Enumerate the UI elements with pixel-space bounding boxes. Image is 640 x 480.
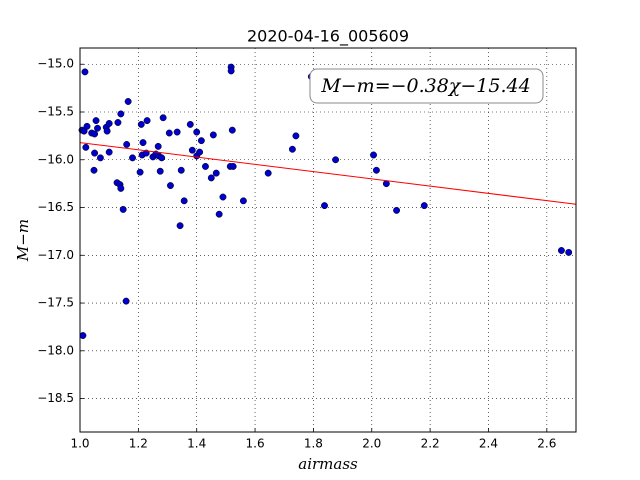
data-point: [83, 122, 91, 130]
data-point: [166, 182, 174, 190]
y-tick-label: −17.0: [37, 248, 74, 262]
chart-title: 2020-04-16_005609: [247, 27, 409, 47]
data-point: [105, 120, 113, 127]
data-point: [96, 154, 104, 162]
y-tick-label: −18.5: [37, 391, 74, 405]
data-point: [180, 197, 188, 205]
data-point: [393, 206, 401, 214]
data-point: [321, 202, 328, 210]
data-point: [177, 166, 185, 174]
data-point: [209, 131, 217, 139]
data-point: [94, 124, 101, 132]
data-point: [186, 120, 194, 128]
data-point: [92, 117, 100, 125]
data-point: [215, 210, 223, 218]
x-tick-label: 2.6: [537, 437, 556, 451]
data-point: [124, 98, 132, 105]
data-point: [202, 162, 209, 170]
data-point: [420, 202, 428, 210]
data-point: [229, 162, 237, 170]
data-point: [79, 332, 87, 339]
x-tick-label: 1.6: [246, 437, 265, 451]
data-point: [119, 205, 127, 213]
x-tick-label: 1.2: [129, 437, 148, 451]
data-point: [137, 120, 145, 128]
y-axis-label: M−m: [14, 219, 32, 262]
x-tick-label: 1.8: [304, 437, 323, 451]
data-point: [82, 143, 90, 151]
data-point: [219, 193, 227, 201]
data-point: [103, 127, 111, 135]
data-point: [292, 132, 300, 140]
y-tick-label: −17.5: [37, 296, 74, 310]
annotation-box: [309, 68, 544, 104]
x-tick-label: 1.0: [70, 437, 89, 451]
data-point: [91, 130, 99, 138]
data-point: [136, 168, 144, 176]
data-point: [288, 145, 296, 153]
data-point: [228, 126, 236, 134]
data-point: [90, 166, 98, 174]
data-point: [117, 184, 125, 192]
data-point: [91, 149, 99, 157]
annotation: M−m=−0.38χ−15.44: [320, 75, 530, 97]
data-point: [122, 297, 130, 305]
x-axis-label: airmass: [298, 455, 358, 473]
data-point: [117, 110, 125, 118]
x-tick-label: 2.4: [479, 437, 498, 451]
data-point: [139, 139, 147, 147]
data-point: [165, 129, 173, 137]
data-point: [207, 174, 215, 182]
x-tick-label: 2.0: [362, 437, 381, 451]
data-point: [557, 247, 565, 254]
data-point: [239, 197, 247, 205]
data-point: [156, 167, 164, 175]
y-tick-label: −15.5: [37, 105, 74, 119]
data-point: [173, 128, 181, 136]
data-point: [212, 169, 220, 177]
x-tick-label: 2.2: [421, 437, 440, 451]
y-tick-label: −18.0: [37, 343, 74, 357]
data-point: [105, 148, 113, 156]
data-point: [143, 117, 151, 125]
data-point: [188, 146, 196, 154]
data-point: [123, 141, 131, 148]
data-point: [154, 142, 162, 150]
data-point: [159, 114, 167, 122]
y-tick-label: −16.5: [37, 200, 74, 214]
data-point: [81, 68, 89, 76]
x-tick-label: 1.4: [187, 437, 206, 451]
fit-line: [79, 142, 577, 205]
data-point: [193, 128, 201, 136]
data-point: [197, 137, 205, 145]
data-point: [129, 154, 136, 162]
y-tick-label: −15.0: [37, 57, 74, 71]
data-point: [227, 67, 235, 75]
data-point: [370, 151, 377, 159]
plot-frame: [79, 47, 577, 433]
data-point: [196, 148, 204, 156]
y-tick-label: −16.0: [37, 152, 74, 166]
data-point: [372, 166, 380, 174]
data-point: [176, 222, 184, 230]
data-point: [158, 154, 166, 162]
data-point: [264, 169, 272, 177]
data-point: [114, 119, 122, 126]
data-point: [332, 156, 340, 164]
data-point: [565, 248, 573, 256]
